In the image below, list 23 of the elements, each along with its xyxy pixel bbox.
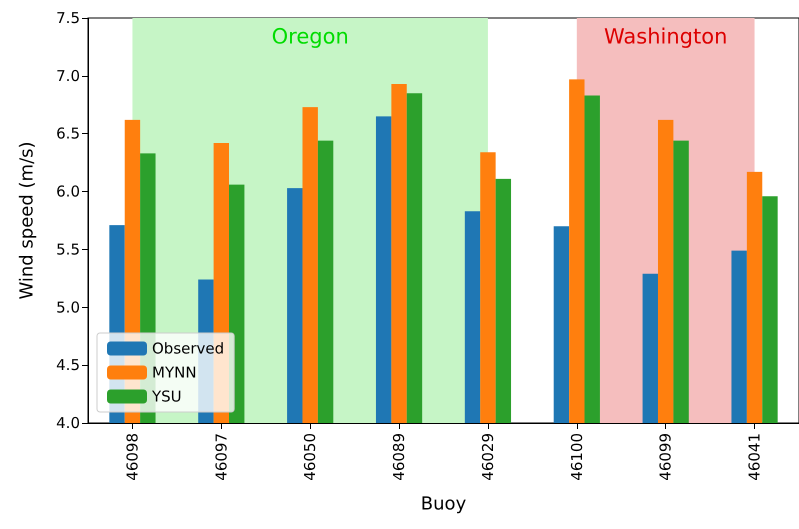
x-tick-label: 46050 <box>301 433 320 481</box>
band-label: Washington <box>604 24 728 48</box>
y-tick-label: 4.5 <box>56 356 80 374</box>
band-label: Oregon <box>272 24 349 48</box>
x-axis-title: Buoy <box>420 494 467 514</box>
y-tick-label: 6.0 <box>56 182 80 201</box>
y-tick-label: 7.0 <box>56 66 80 85</box>
x-tick-label: 46098 <box>123 433 142 481</box>
x-tick-label: 46041 <box>746 433 764 481</box>
x-tick-label: 46097 <box>212 433 230 481</box>
legend-label: Observed <box>152 340 224 358</box>
x-tick-label: 46029 <box>478 433 497 481</box>
y-tick-label: 4.0 <box>56 414 80 432</box>
legend-label: YSU <box>151 388 182 406</box>
y-tick-label: 5.0 <box>56 298 80 316</box>
y-tick-label: 6.5 <box>56 124 80 143</box>
y-axis-title: Wind speed (m/s) <box>16 141 38 300</box>
y-tick-label: 5.5 <box>56 240 80 258</box>
x-tick-label: 46099 <box>656 433 675 481</box>
y-tick-label: 7.5 <box>56 9 80 27</box>
legend-label: MYNN <box>152 364 197 382</box>
x-tick-label: 46089 <box>390 433 408 481</box>
x-tick-label: 46100 <box>568 433 586 481</box>
